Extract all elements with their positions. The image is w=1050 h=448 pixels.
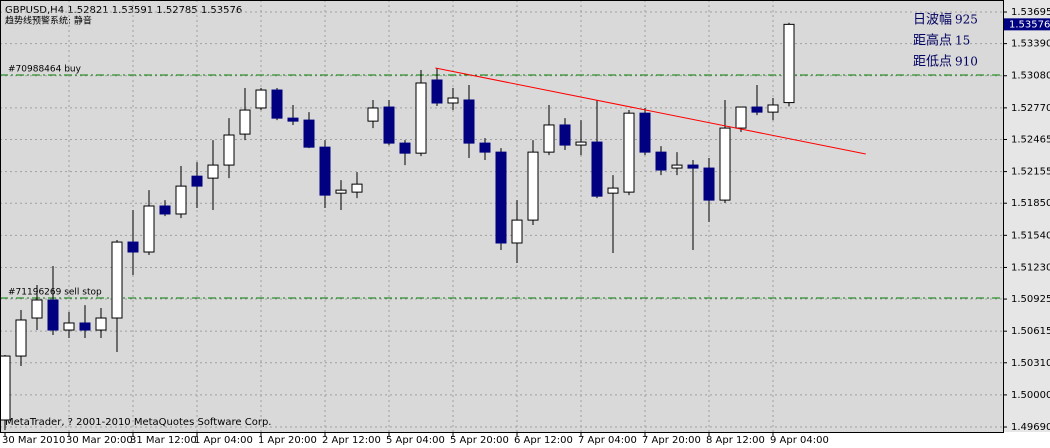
x-tick-label: 8 Apr 12:00 <box>706 435 765 446</box>
candle-body <box>735 106 747 129</box>
candle-body <box>255 89 267 109</box>
y-tick-label: 1.51540 <box>1011 230 1050 241</box>
x-tick-label: 7 Apr 04:00 <box>578 435 637 446</box>
current-price-label: 1.53576 <box>1009 19 1050 30</box>
candle-body <box>0 355 11 421</box>
candle-body <box>783 23 795 104</box>
info-label: 日波幅 <box>913 13 952 28</box>
candle-body <box>399 142 411 154</box>
x-tick-label: 1 Apr 04:00 <box>194 435 253 446</box>
candle-body <box>671 164 683 169</box>
x-tick-label: 30 Mar 2010 <box>2 435 65 446</box>
candle-body <box>15 319 27 357</box>
candle-body <box>111 241 123 319</box>
y-tick-label: 1.50615 <box>1011 326 1050 337</box>
candle-body <box>479 142 491 153</box>
y-tick-label: 1.53695 <box>1011 7 1050 18</box>
y-tick-label: 1.50310 <box>1011 358 1050 369</box>
candle-body <box>319 146 331 196</box>
candle-body <box>143 205 155 253</box>
candle-body <box>623 112 635 193</box>
x-tick-label: 30 Mar 20:00 <box>66 435 133 446</box>
candle-body <box>351 183 363 193</box>
candle-body <box>639 112 651 153</box>
chart-title: GBPUSD,H4 1.52821 1.53591 1.52785 1.5357… <box>5 5 242 16</box>
y-tick-label: 1.51230 <box>1011 262 1050 273</box>
info-value: 910 <box>955 55 978 69</box>
candle-body <box>543 124 555 153</box>
candle-body <box>175 185 187 215</box>
candle-body <box>703 167 715 201</box>
candle-body <box>527 151 539 221</box>
candle-body <box>47 299 59 331</box>
chart-subtitle: 趋势线预警系统: 静音 <box>5 15 92 27</box>
order-label: #70988464 buy <box>8 65 82 75</box>
candle-body <box>511 219 523 244</box>
candle-body <box>431 79 443 104</box>
candle-body <box>719 127 731 201</box>
candle-body <box>207 164 219 179</box>
info-value: 925 <box>955 13 978 27</box>
candle-body <box>63 322 75 331</box>
x-tick-label: 6 Apr 12:00 <box>514 435 573 446</box>
candle-body <box>575 141 587 146</box>
candle-body <box>447 97 459 104</box>
candle-body <box>287 117 299 122</box>
info-label: 距低点 <box>913 55 952 70</box>
candle-body <box>367 107 379 122</box>
x-tick-label: 5 Apr 04:00 <box>386 435 445 446</box>
trendline <box>435 67 866 155</box>
candle-body <box>607 187 619 194</box>
candle-body <box>159 205 171 215</box>
y-tick-label: 1.52770 <box>1011 103 1050 114</box>
candle-body <box>559 124 571 146</box>
candle-body <box>191 175 203 187</box>
y-tick-label: 1.53080 <box>1011 71 1050 82</box>
candle-body <box>127 241 139 253</box>
candle-body <box>95 317 107 331</box>
x-tick-label: 2 Apr 12:00 <box>322 435 381 446</box>
footer: MetaTrader, ? 2001-2010 MetaQuotes Softw… <box>5 417 271 428</box>
x-tick-label: 1 Apr 20:00 <box>258 435 317 446</box>
candle-body <box>463 99 475 144</box>
info-value: 15 <box>955 34 970 48</box>
y-tick-label: 1.50925 <box>1011 294 1050 305</box>
y-tick-label: 1.53390 <box>1011 39 1050 50</box>
candle-body <box>591 141 603 197</box>
candle-body <box>655 151 667 171</box>
candle-body <box>31 299 43 319</box>
candle-body <box>223 134 235 166</box>
y-tick-label: 1.52155 <box>1011 167 1050 178</box>
candle-body <box>751 106 763 113</box>
x-tick-label: 5 Apr 20:00 <box>450 435 509 446</box>
y-tick-label: 1.49690 <box>1011 422 1050 433</box>
plot-frame <box>0 0 1004 433</box>
candle-body <box>495 151 507 244</box>
candle-body <box>687 164 699 169</box>
y-tick-label: 1.51850 <box>1011 198 1050 209</box>
candle-body <box>335 189 347 194</box>
candle-body <box>239 109 251 135</box>
info-label: 距高点 <box>913 33 952 49</box>
candle-body <box>415 82 427 154</box>
y-tick-label: 1.50000 <box>1011 390 1050 401</box>
current-price-box <box>1004 18 1050 31</box>
candle-body <box>271 89 283 119</box>
candle-body <box>767 104 779 113</box>
x-tick-label: 7 Apr 20:00 <box>642 435 701 446</box>
x-tick-label: 9 Apr 04:00 <box>770 435 829 446</box>
axis-background <box>1003 0 1050 432</box>
candle-body <box>383 106 395 144</box>
candle-body <box>79 322 91 331</box>
x-tick-label: 31 Mar 12:00 <box>130 435 197 446</box>
y-tick-label: 1.52465 <box>1011 134 1050 145</box>
order-label: #71196269 sell stop <box>8 288 102 298</box>
candle-body <box>303 119 315 148</box>
